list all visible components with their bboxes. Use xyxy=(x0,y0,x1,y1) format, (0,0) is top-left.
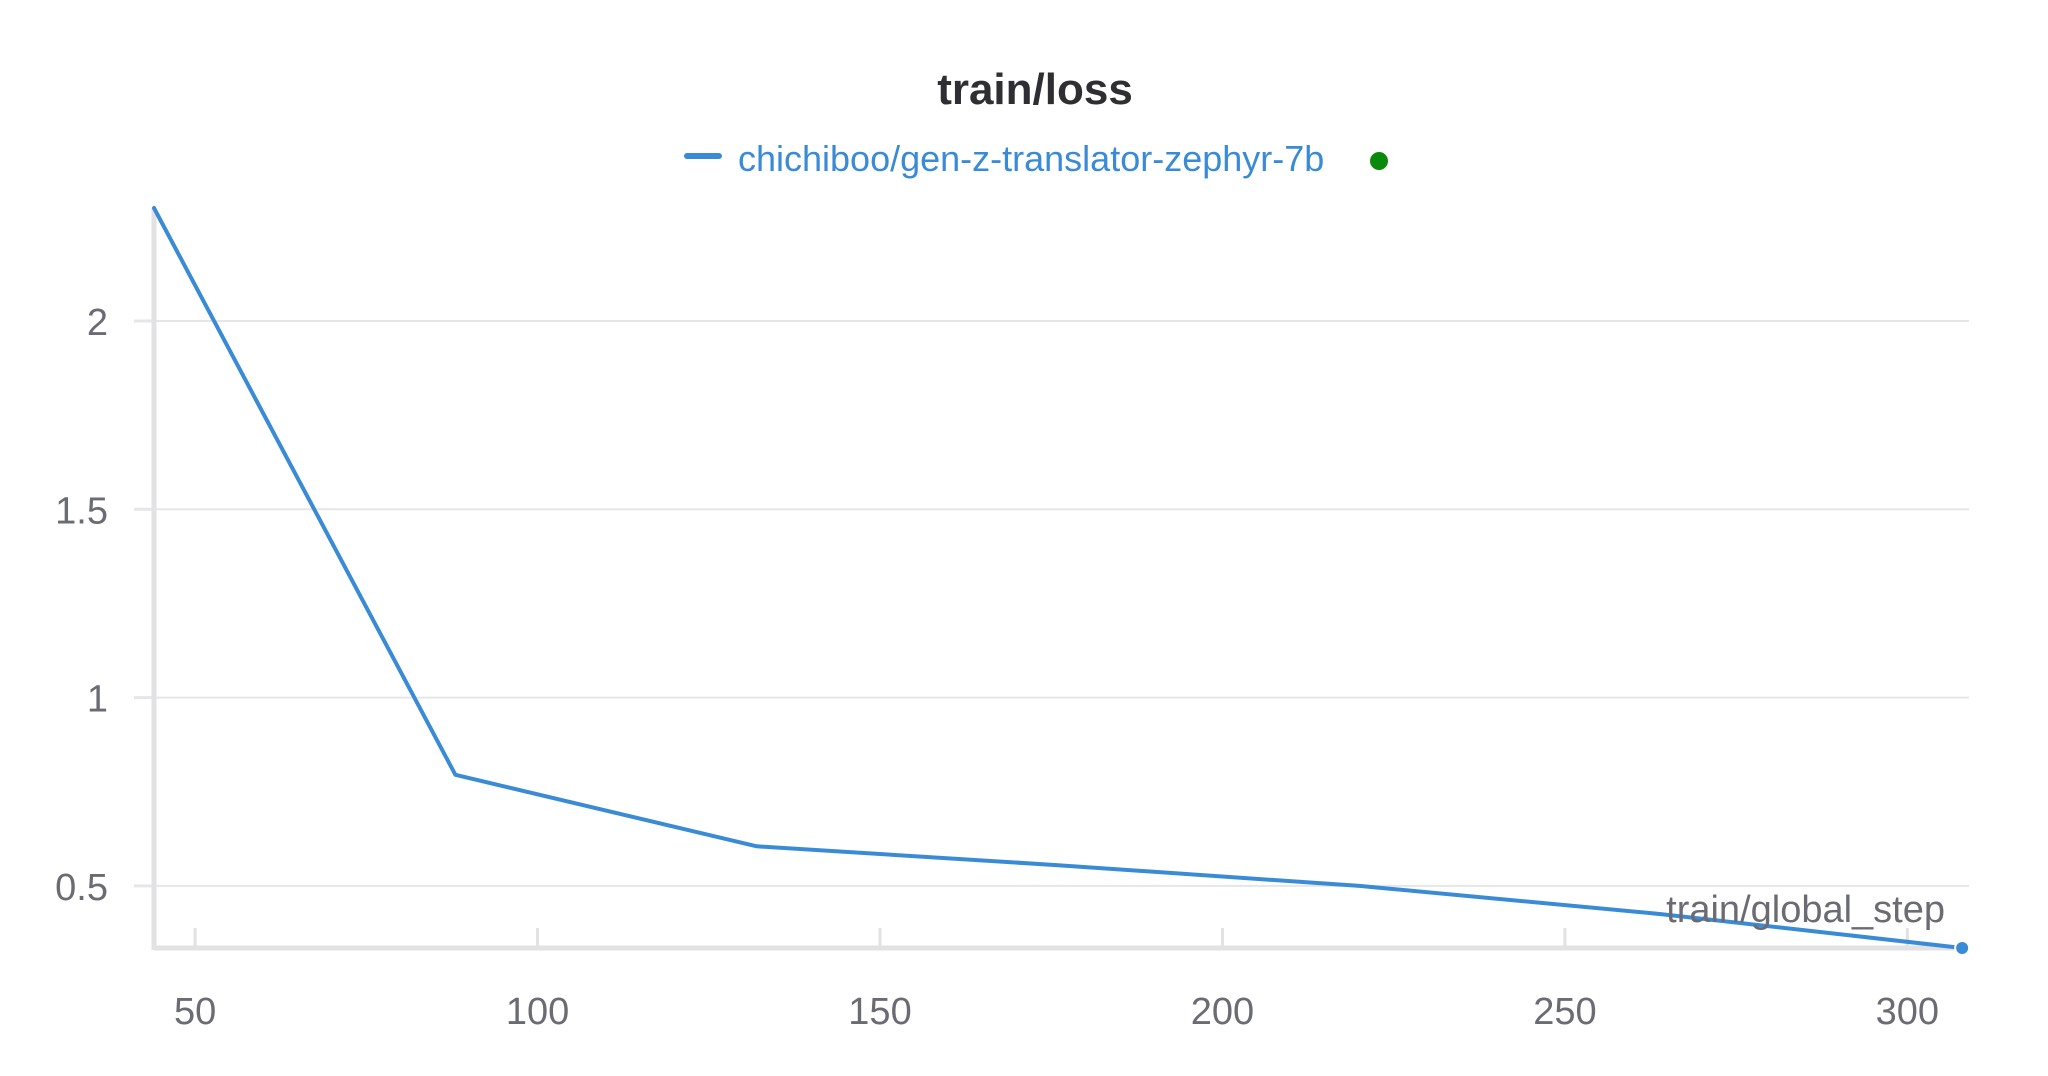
legend-status-dot xyxy=(1370,152,1388,170)
axes xyxy=(134,208,1969,951)
grid xyxy=(154,319,1969,887)
x-tick-label: 50 xyxy=(174,991,216,1033)
legend-series-label[interactable]: chichiboo/gen-z-translator-zephyr-7b xyxy=(738,138,1324,179)
y-tick-label: 2 xyxy=(87,302,108,344)
chart-title: train/loss xyxy=(937,65,1133,114)
series-end-point[interactable] xyxy=(1954,940,1971,956)
y-tick-label: 0.5 xyxy=(55,867,108,909)
x-tick-label: 200 xyxy=(1191,991,1254,1033)
x-tick-label: 250 xyxy=(1533,991,1596,1033)
x-tick-label: 150 xyxy=(848,991,911,1033)
series-line[interactable] xyxy=(152,206,1965,950)
y-tick-label: 1.5 xyxy=(55,490,108,532)
x-tick-label: 100 xyxy=(506,991,569,1033)
y-tick-label: 1 xyxy=(87,679,108,721)
x-tick-label: 300 xyxy=(1876,991,1939,1033)
plot-area[interactable] xyxy=(152,206,1971,956)
legend[interactable]: chichiboo/gen-z-translator-zephyr-7b xyxy=(684,138,1388,179)
x-axis-title: train/global_step xyxy=(1666,889,1945,931)
